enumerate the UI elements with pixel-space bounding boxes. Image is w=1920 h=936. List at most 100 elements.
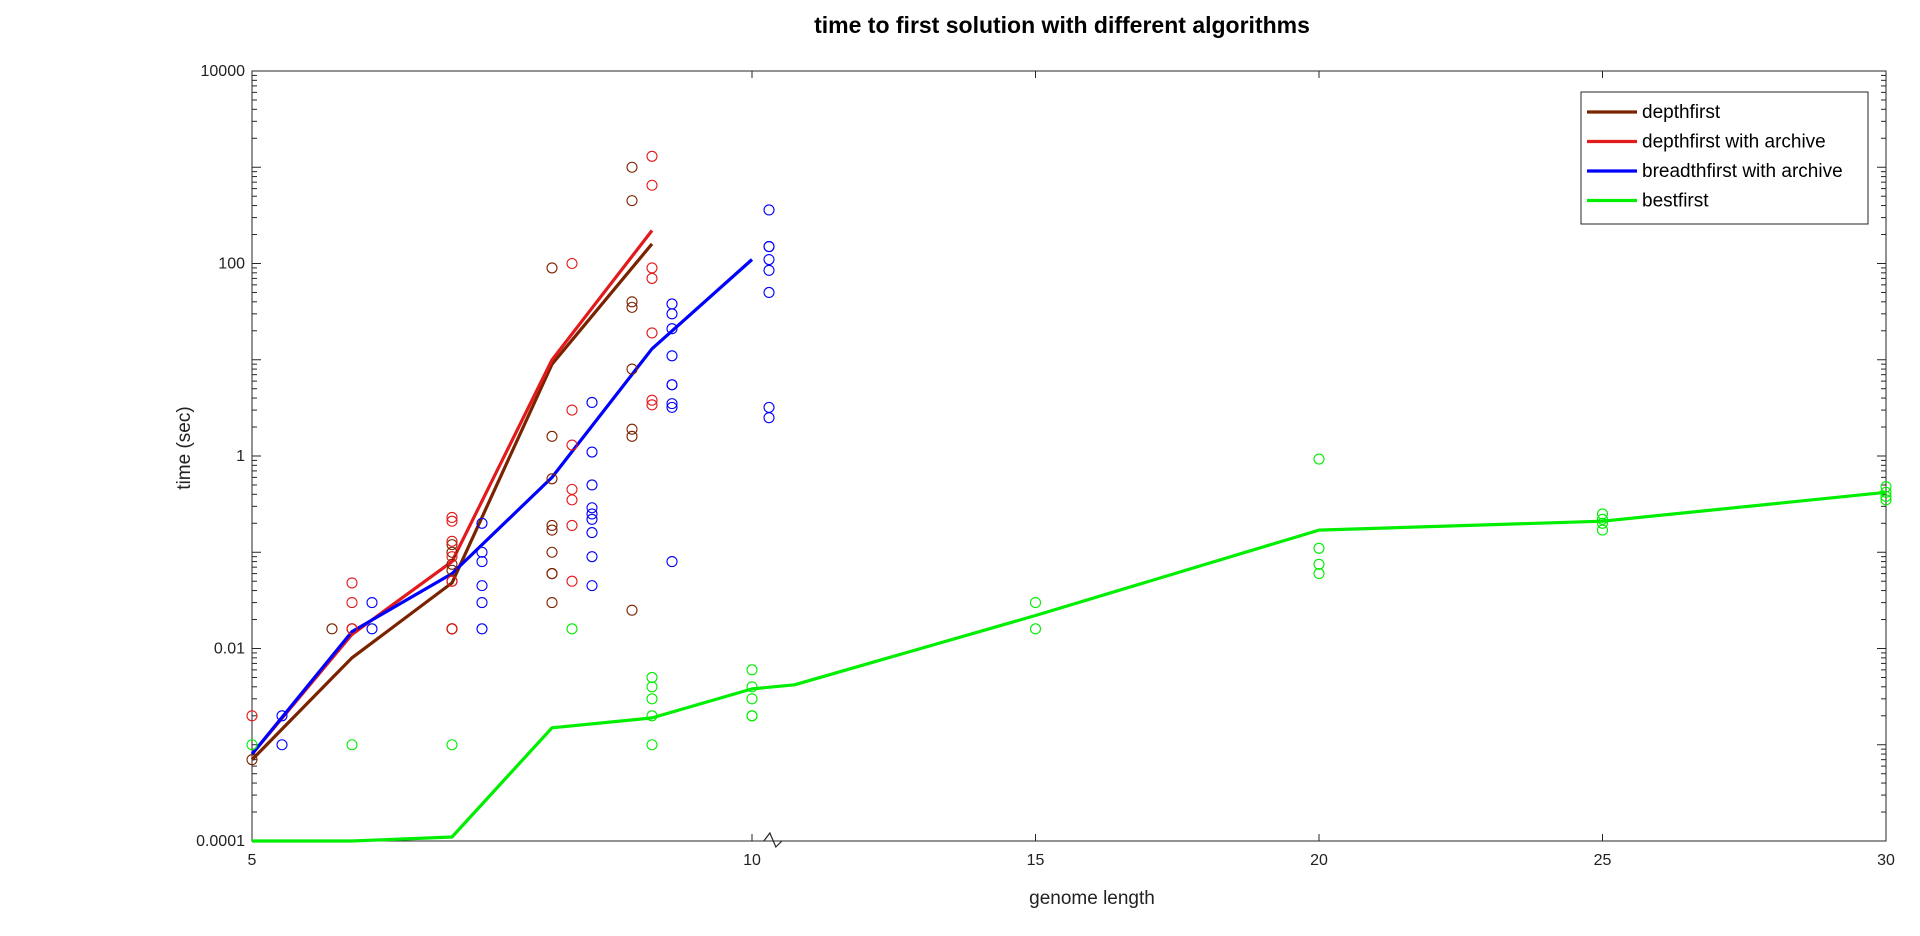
legend: depthfirst depthfirst with archive breadth…	[1580, 91, 1869, 225]
data-point-bestfirst	[646, 739, 658, 751]
data-point-depthfirst	[626, 301, 638, 313]
data-point-depthfirst	[246, 754, 258, 766]
data-point-bestfirst	[1880, 490, 1892, 502]
data-point-breadthfirst-with-archive	[666, 556, 678, 568]
series-line-bestfirst	[252, 490, 1887, 843]
data-point-breadthfirst-with-archive	[476, 546, 488, 558]
data-point-bestfirst	[746, 664, 758, 676]
data-point-breadthfirst-with-archive	[276, 739, 288, 751]
data-point-bestfirst	[746, 681, 758, 693]
series-line-depthfirst	[250, 242, 654, 761]
data-point-depthfirst-with-archive	[566, 483, 578, 495]
data-point-depthfirst-with-archive	[566, 257, 578, 270]
data-point-breadthfirst-with-archive	[666, 323, 678, 335]
data-point-breadthfirst-with-archive	[666, 298, 678, 310]
data-point-depthfirst	[626, 195, 638, 207]
y-tick-label: 0.0001	[196, 833, 245, 850]
data-point-depthfirst	[626, 604, 638, 616]
data-point-bestfirst	[746, 693, 758, 705]
x-tick-label: 5	[248, 852, 257, 869]
data-point-breadthfirst-with-archive	[763, 264, 775, 276]
data-point-bestfirst	[646, 710, 658, 722]
data-point-depthfirst	[446, 546, 458, 558]
data-point-depthfirst-with-archive	[446, 515, 458, 527]
data-point-bestfirst	[1596, 517, 1609, 529]
data-point-bestfirst	[1596, 524, 1609, 536]
data-point-depthfirst	[546, 519, 558, 531]
data-point-depthfirst-with-archive	[646, 394, 658, 406]
data-point-bestfirst	[1313, 558, 1325, 570]
legend-label: breadthfirst with archive	[1642, 161, 1843, 182]
data-point-depthfirst	[446, 564, 458, 576]
x-tick-label: 10	[743, 852, 761, 869]
legend-label: depthfirst with archive	[1642, 132, 1826, 153]
data-point-depthfirst	[626, 296, 638, 308]
data-point-depthfirst-with-archive	[566, 404, 578, 416]
data-point-bestfirst	[346, 739, 358, 751]
data-point-breadthfirst-with-archive	[666, 401, 678, 413]
data-point-breadthfirst-with-archive	[586, 527, 598, 539]
data-point-breadthfirst-with-archive	[476, 517, 488, 529]
y-tick-label: 100	[218, 256, 245, 273]
y-axis-label: time (sec)	[174, 406, 195, 489]
legend-label: bestfirst	[1642, 191, 1709, 212]
data-point-breadthfirst-with-archive	[586, 551, 598, 563]
data-point-depthfirst-with-archive	[566, 575, 578, 587]
data-point-depthfirst	[626, 363, 638, 375]
data-point-bestfirst	[1313, 542, 1325, 554]
axis-ticks	[251, 70, 1887, 849]
data-point-depthfirst-with-archive	[246, 710, 258, 722]
data-point-breadthfirst-with-archive	[476, 623, 488, 635]
data-point-bestfirst	[646, 693, 658, 705]
data-point-depthfirst-with-archive	[566, 494, 578, 506]
series-points	[246, 150, 1892, 766]
data-point-depthfirst-with-archive	[346, 623, 358, 635]
data-point-breadthfirst-with-archive	[476, 580, 488, 592]
data-point-depthfirst-with-archive	[646, 262, 658, 274]
data-point-bestfirst	[1880, 486, 1892, 498]
data-point-depthfirst	[546, 597, 558, 609]
data-point-depthfirst	[546, 568, 558, 580]
data-point-depthfirst-with-archive	[446, 623, 458, 635]
series-line-depthfirst-with-archive	[250, 229, 654, 756]
y-tick-label: 10000	[201, 63, 246, 80]
data-point-bestfirst	[446, 739, 458, 751]
y-tick-label: 1	[236, 448, 245, 465]
data-point-breadthfirst-with-archive	[666, 350, 678, 362]
data-point-depthfirst-with-archive	[566, 439, 578, 451]
data-point-breadthfirst-with-archive	[586, 580, 598, 592]
data-point-breadthfirst-with-archive	[586, 479, 598, 491]
data-point-breadthfirst-with-archive	[666, 398, 678, 410]
data-point-breadthfirst-with-archive	[586, 502, 598, 514]
data-point-depthfirst-with-archive	[646, 179, 658, 191]
data-point-bestfirst	[1313, 453, 1325, 465]
data-point-breadthfirst-with-archive	[586, 513, 598, 525]
data-point-depthfirst-with-archive	[646, 327, 658, 339]
axis-break-mark	[763, 831, 783, 849]
data-point-depthfirst-with-archive	[646, 150, 658, 162]
data-point-bestfirst	[1029, 623, 1042, 635]
data-point-depthfirst	[626, 161, 638, 173]
data-point-depthfirst-with-archive	[566, 519, 578, 531]
data-point-breadthfirst-with-archive	[586, 396, 598, 409]
data-point-bestfirst	[566, 623, 578, 635]
data-point-breadthfirst-with-archive	[586, 446, 598, 458]
data-point-breadthfirst-with-archive	[666, 308, 678, 320]
data-point-bestfirst	[1029, 597, 1042, 609]
data-point-breadthfirst-with-archive	[763, 253, 775, 266]
data-point-bestfirst	[646, 671, 658, 684]
data-point-depthfirst	[446, 558, 458, 570]
data-point-depthfirst	[626, 430, 638, 442]
data-point-depthfirst	[626, 423, 638, 435]
data-point-breadthfirst-with-archive	[366, 597, 378, 609]
data-point-depthfirst	[546, 430, 558, 442]
data-point-breadthfirst-with-archive	[763, 286, 775, 299]
data-point-depthfirst	[546, 546, 558, 558]
data-point-breadthfirst-with-archive	[763, 412, 775, 424]
data-point-bestfirst	[1880, 494, 1892, 506]
chart-title: time to first solution with different al…	[814, 12, 1310, 38]
data-point-bestfirst	[646, 681, 658, 693]
data-point-bestfirst	[1313, 568, 1325, 580]
data-point-depthfirst	[326, 623, 338, 635]
